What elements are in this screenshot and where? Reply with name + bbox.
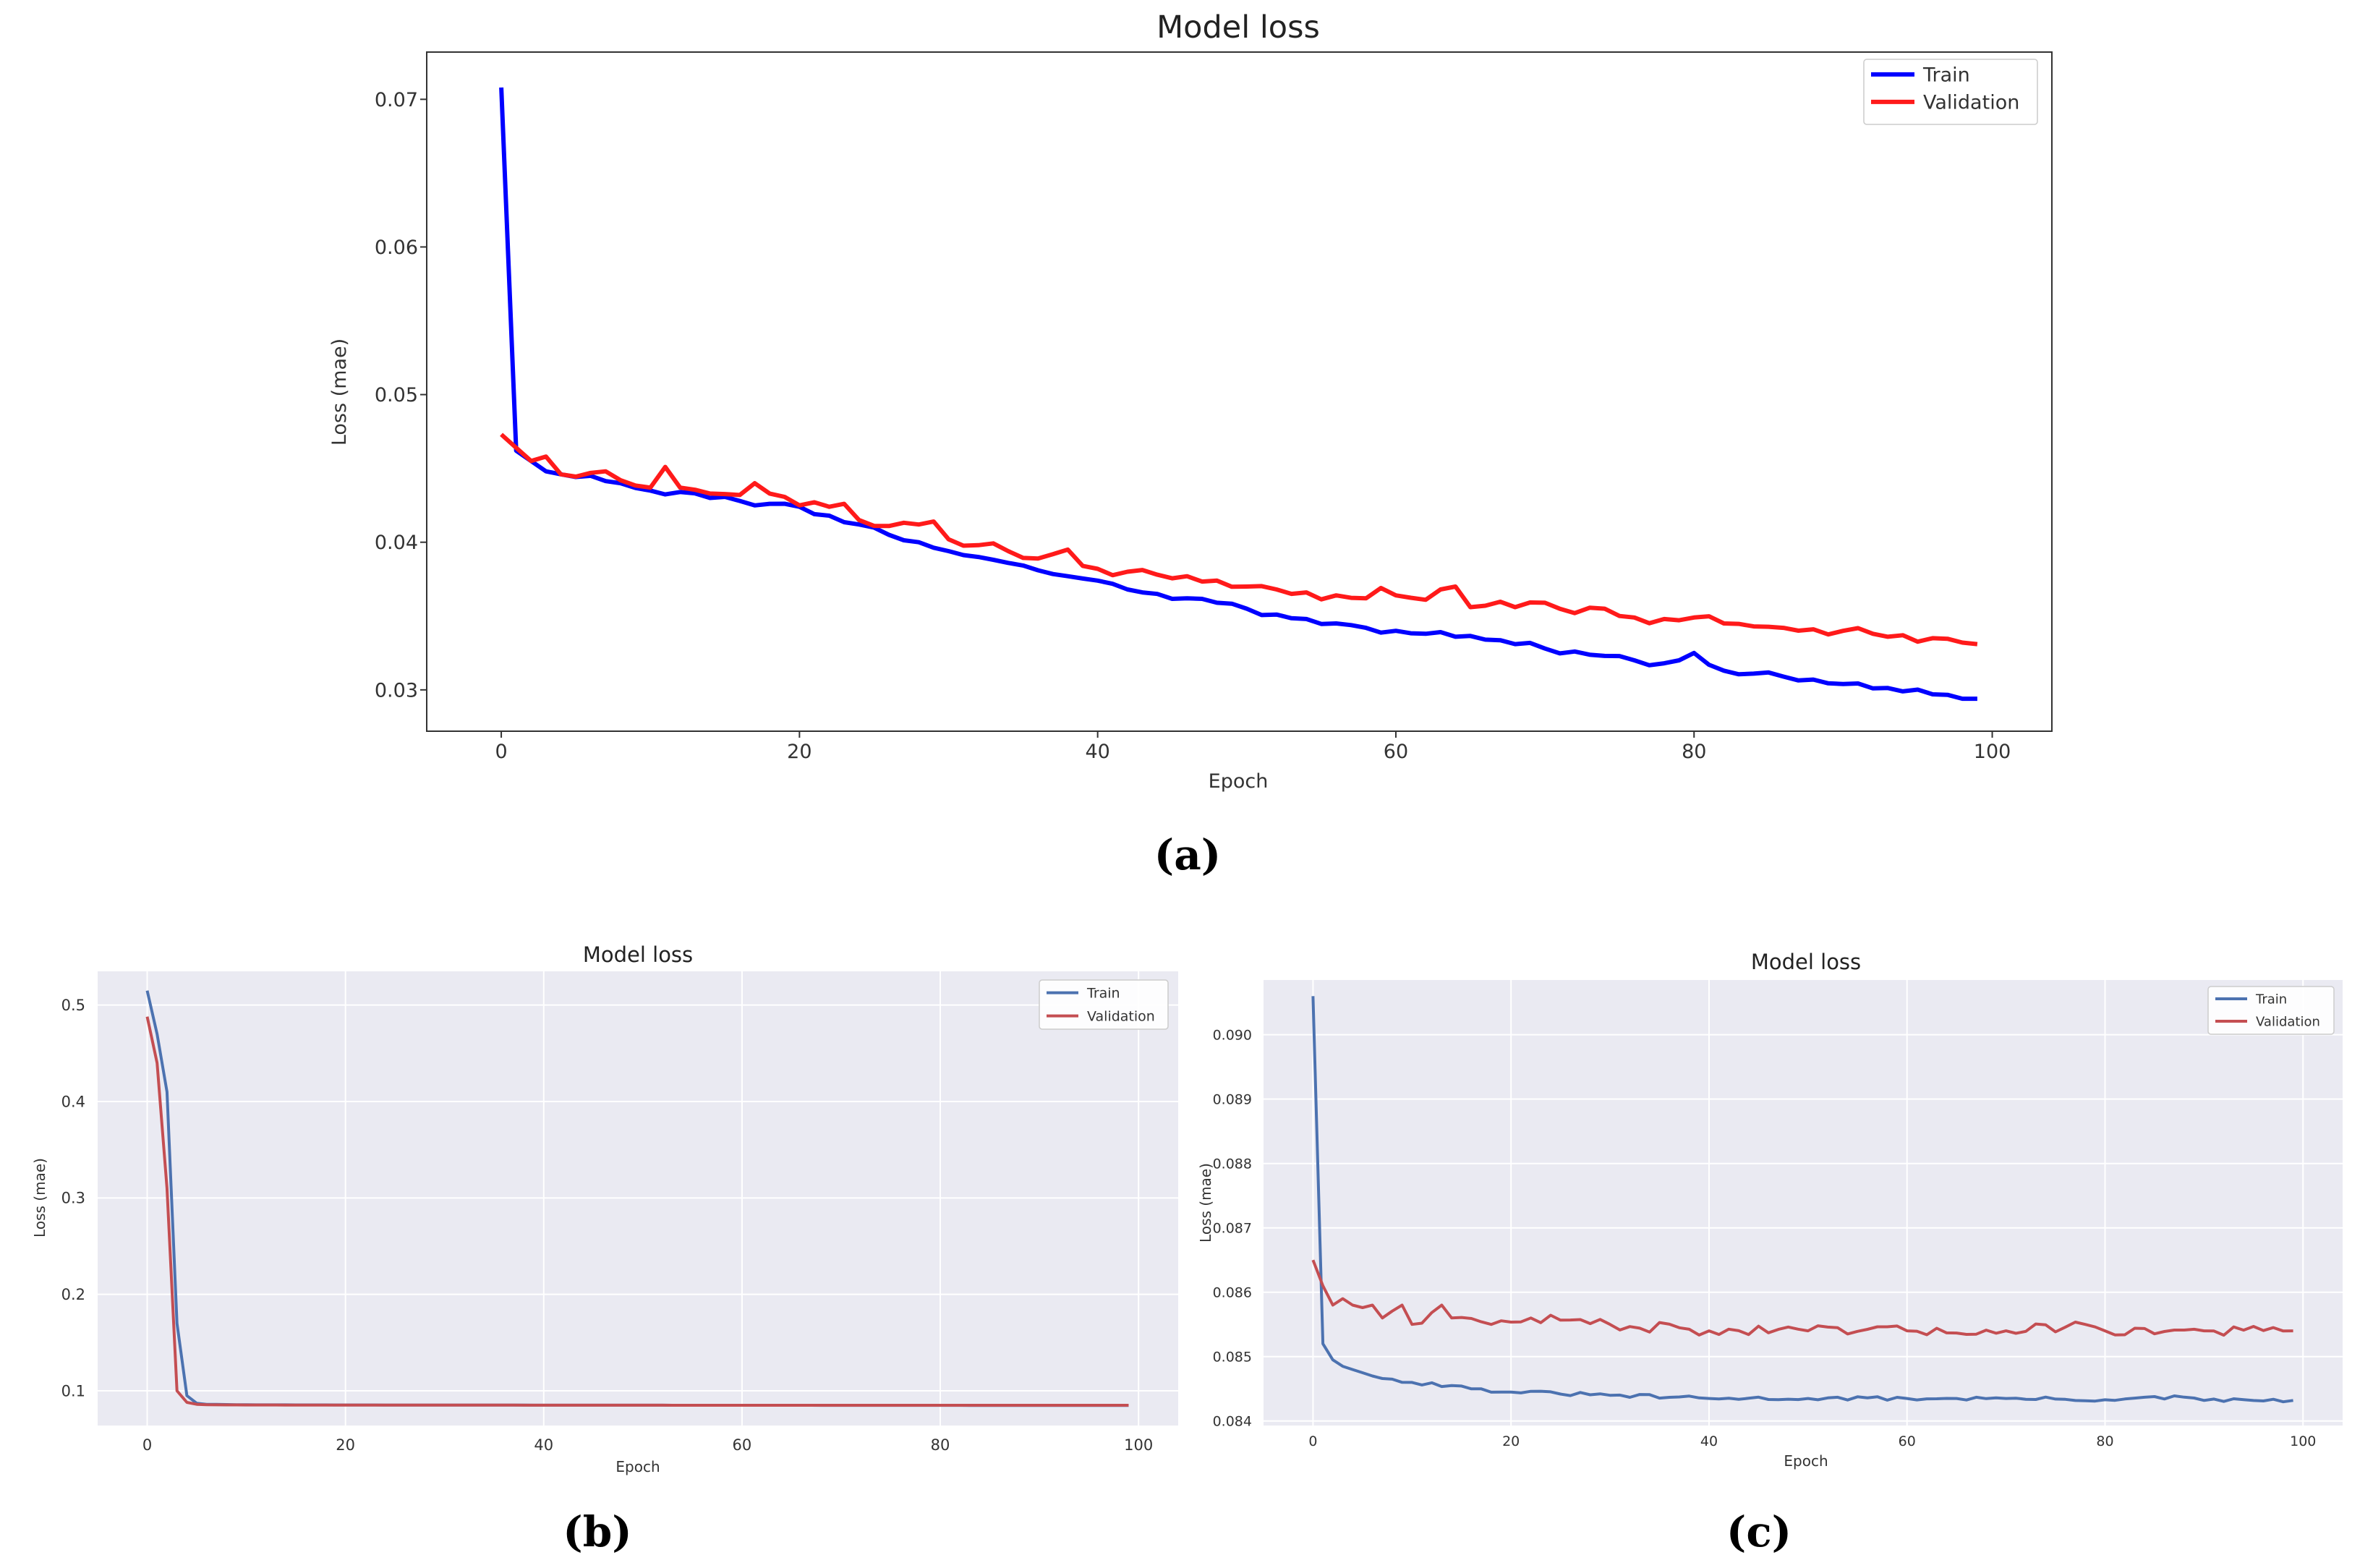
chart-panel-b: 0 20 40 60 80 100 0.1 0.2 0.3 0.4 0.5 Model loss Epo… (31, 942, 1178, 1556)
x-tick-label: 40 (1085, 741, 1109, 763)
y-tick-label: 0.089 (1213, 1091, 1252, 1107)
chart-title: Model loss (583, 942, 693, 967)
y-tick-label: 0.088 (1213, 1156, 1252, 1172)
x-tick-label: 60 (1899, 1433, 1916, 1449)
x-tick-label: 100 (1124, 1436, 1153, 1454)
chart-panel-c: 0 20 40 60 80 100 0.084 0.085 0.086 0.087 0.088 0.0… (1197, 950, 2343, 1556)
legend-label-validation: Validation (2256, 1014, 2320, 1029)
legend-label-train: Train (2255, 992, 2287, 1007)
legend-label-train: Train (1922, 64, 1970, 86)
y-tick-label: 0.086 (1213, 1284, 1252, 1300)
x-tick-label: 20 (1502, 1433, 1520, 1449)
series-line-validation (1311, 1259, 2293, 1337)
x-tick-label: 40 (1700, 1433, 1718, 1449)
x-tick-label: 60 (1384, 741, 1408, 763)
y-tick-label: 0.03 (375, 679, 418, 702)
x-tick-label: 40 (534, 1436, 553, 1454)
y-tick-label: 0.07 (375, 89, 418, 111)
x-tick-label: 80 (931, 1436, 950, 1454)
x-tick-label: 60 (733, 1436, 752, 1454)
y-tick-label: 0.1 (61, 1382, 85, 1399)
y-tick-label: 0.4 (61, 1093, 85, 1110)
x-tick-label: 0 (142, 1436, 152, 1454)
x-tick-label: 20 (336, 1436, 355, 1454)
panel-caption: (a) (1154, 830, 1221, 879)
panel-caption: (b) (563, 1507, 631, 1556)
legend-label-validation: Validation (1087, 1008, 1155, 1024)
series-line-train (1311, 996, 2293, 1404)
y-tick-label: 0.085 (1213, 1349, 1252, 1365)
x-axis-label: Epoch (615, 1458, 660, 1475)
series-line-validation (145, 1016, 1129, 1407)
x-tick-label: 100 (1974, 741, 2011, 763)
chart-title: Model loss (1751, 950, 1861, 974)
x-tick-label: 80 (1682, 741, 1706, 763)
y-axis-label: Loss (mae) (1197, 1163, 1214, 1243)
y-axis-label: Loss (mae) (328, 338, 351, 446)
x-tick-label: 80 (2096, 1433, 2113, 1449)
x-tick-label: 100 (2290, 1433, 2316, 1449)
y-tick-label: 0.3 (61, 1190, 85, 1207)
series-line-train (499, 87, 1977, 702)
y-tick-label: 0.05 (375, 384, 418, 406)
plot-area (427, 52, 2052, 731)
legend-label-validation: Validation (1923, 91, 2019, 114)
x-axis-label: Epoch (1784, 1452, 1828, 1470)
series-line-validation (500, 433, 1978, 647)
panel-caption: (c) (1726, 1507, 1792, 1556)
y-tick-label: 0.087 (1213, 1220, 1252, 1236)
x-axis-label: Epoch (1209, 770, 1269, 793)
y-tick-label: 0.04 (375, 532, 418, 554)
legend-label-train: Train (1086, 985, 1120, 1001)
y-tick-label: 0.2 (61, 1286, 85, 1303)
y-tick-label: 0.084 (1213, 1413, 1252, 1429)
y-tick-label: 0.090 (1213, 1027, 1252, 1043)
plot-frame (426, 51, 2053, 732)
x-tick-label: 0 (1308, 1433, 1317, 1449)
chart-panel-a: 0 20 40 60 80 100 0.03 0.04 0.05 0.06 0.07 Model lo… (328, 9, 2053, 879)
plot-area (1264, 980, 2343, 1426)
y-axis-label: Loss (mae) (31, 1158, 48, 1237)
chart-title: Model loss (1156, 9, 1320, 46)
x-tick-label: 0 (495, 741, 507, 763)
y-tick-label: 0.5 (61, 997, 85, 1014)
x-tick-label: 20 (787, 741, 811, 763)
y-tick-label: 0.06 (375, 237, 418, 259)
